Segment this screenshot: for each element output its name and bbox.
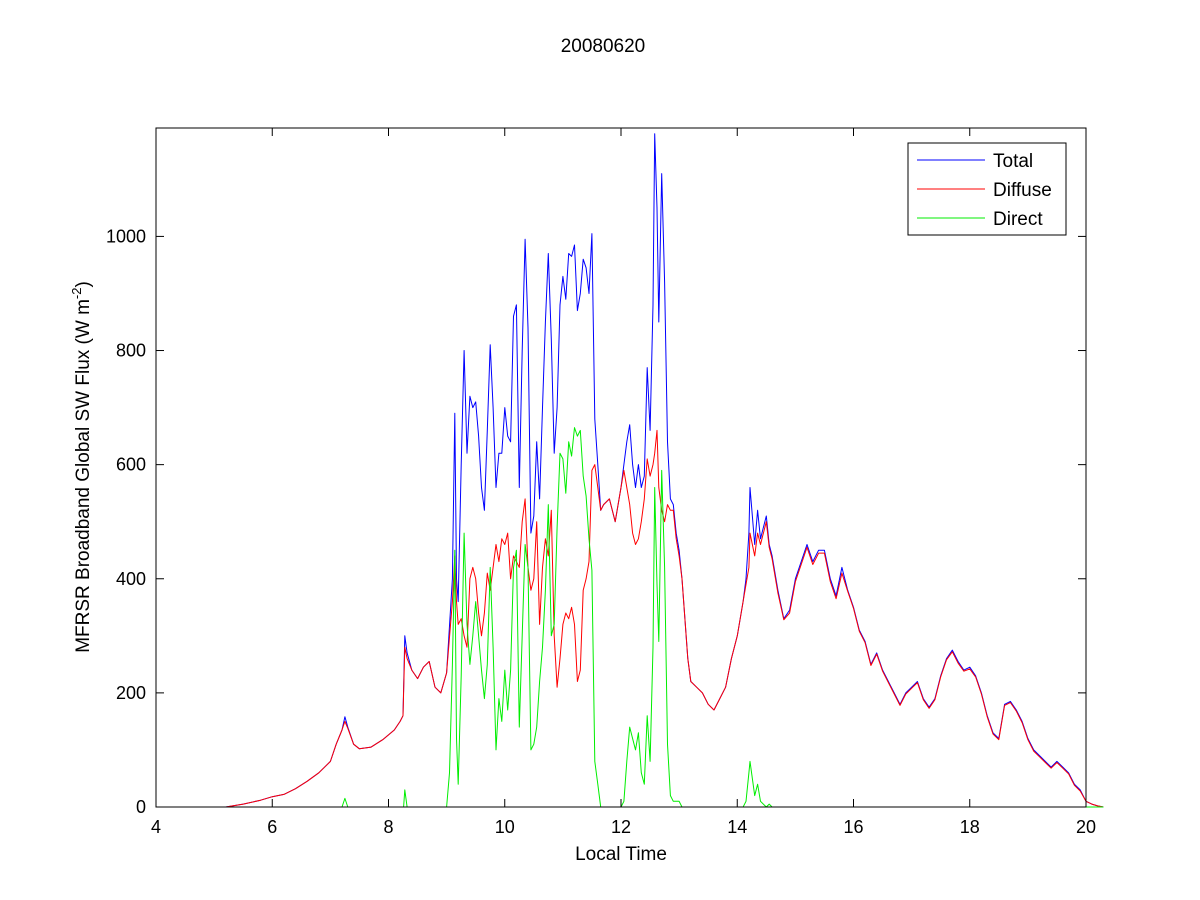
y-axis: 0 200 400 600 800 1000: [106, 226, 1086, 817]
x-tick-label: 18: [960, 817, 980, 837]
series-line-diffuse: [225, 429, 1104, 808]
series-line-total: [225, 133, 1104, 808]
chart-title: 20080620: [561, 36, 646, 57]
y-tick-label: 400: [116, 569, 146, 589]
y-axis-label-superscript: -2: [69, 288, 84, 300]
x-tick-label: 12: [611, 817, 631, 837]
plot-area: [156, 128, 1086, 807]
y-tick-label: 0: [136, 797, 146, 817]
y-tick-label: 200: [116, 683, 146, 703]
y-axis-label-close: ): [73, 281, 94, 287]
x-tick-label: 4: [151, 817, 161, 837]
series-line-direct: [225, 427, 1104, 808]
y-tick-label: 600: [116, 455, 146, 475]
series-layer: [225, 133, 1104, 808]
legend: Total Diffuse Direct: [907, 142, 1067, 236]
x-tick-label: 6: [267, 817, 277, 837]
y-tick-label: 800: [116, 341, 146, 361]
y-axis-label: MFRSR Broadband Global SW Flux (W m-2): [69, 281, 94, 653]
x-tick-label: 16: [843, 817, 863, 837]
legend-label-direct: Direct: [993, 209, 1043, 230]
x-tick-label: 14: [727, 817, 747, 837]
legend-label-diffuse: Diffuse: [993, 180, 1052, 201]
legend-label-total: Total: [993, 151, 1033, 172]
y-tick-label: 1000: [106, 226, 146, 246]
x-axis: 4 6 8 10 12 14 16 18 20: [151, 128, 1096, 837]
x-tick-label: 10: [495, 817, 515, 837]
x-tick-label: 20: [1076, 817, 1096, 837]
y-axis-label-main: MFRSR Broadband Global SW Flux (W m: [73, 299, 94, 653]
x-axis-label: Local Time: [575, 844, 667, 865]
x-tick-label: 8: [383, 817, 393, 837]
